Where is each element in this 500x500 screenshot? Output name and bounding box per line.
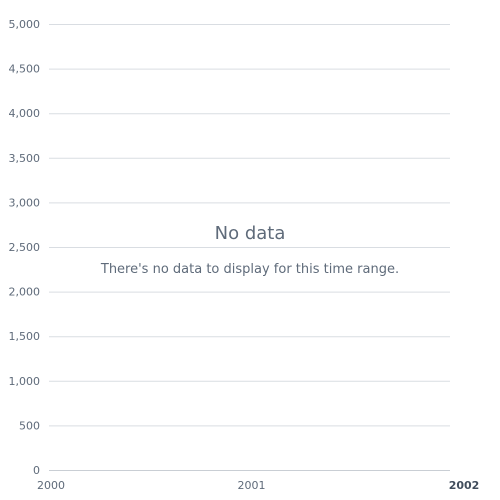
y-axis-ticks: 0 500 1,000 1,500 2,000 2,500 3,000 3,500 4,000 4… <box>9 18 41 477</box>
y-tick-label: 0 <box>33 464 40 477</box>
grid-lines <box>49 24 450 471</box>
y-tick-label: 1,500 <box>9 330 41 343</box>
y-tick-label: 2,500 <box>9 241 41 254</box>
y-tick-label: 1,000 <box>9 375 41 388</box>
empty-state-description: There's no data to display for this time… <box>100 262 399 277</box>
empty-state-title: No data <box>215 223 286 244</box>
y-tick-label: 4,500 <box>9 63 41 76</box>
x-tick-label: 2002 <box>449 479 480 492</box>
y-tick-label: 4,000 <box>9 107 41 120</box>
y-tick-label: 5,000 <box>9 18 41 31</box>
x-axis-ticks: 2000 2001 2002 <box>37 479 479 492</box>
x-tick-label: 2000 <box>37 479 65 492</box>
y-tick-label: 3,000 <box>9 196 41 209</box>
y-tick-label: 2,000 <box>9 286 41 299</box>
x-tick-label: 2001 <box>238 479 266 492</box>
y-tick-label: 500 <box>19 419 40 432</box>
y-tick-label: 3,500 <box>9 152 41 165</box>
